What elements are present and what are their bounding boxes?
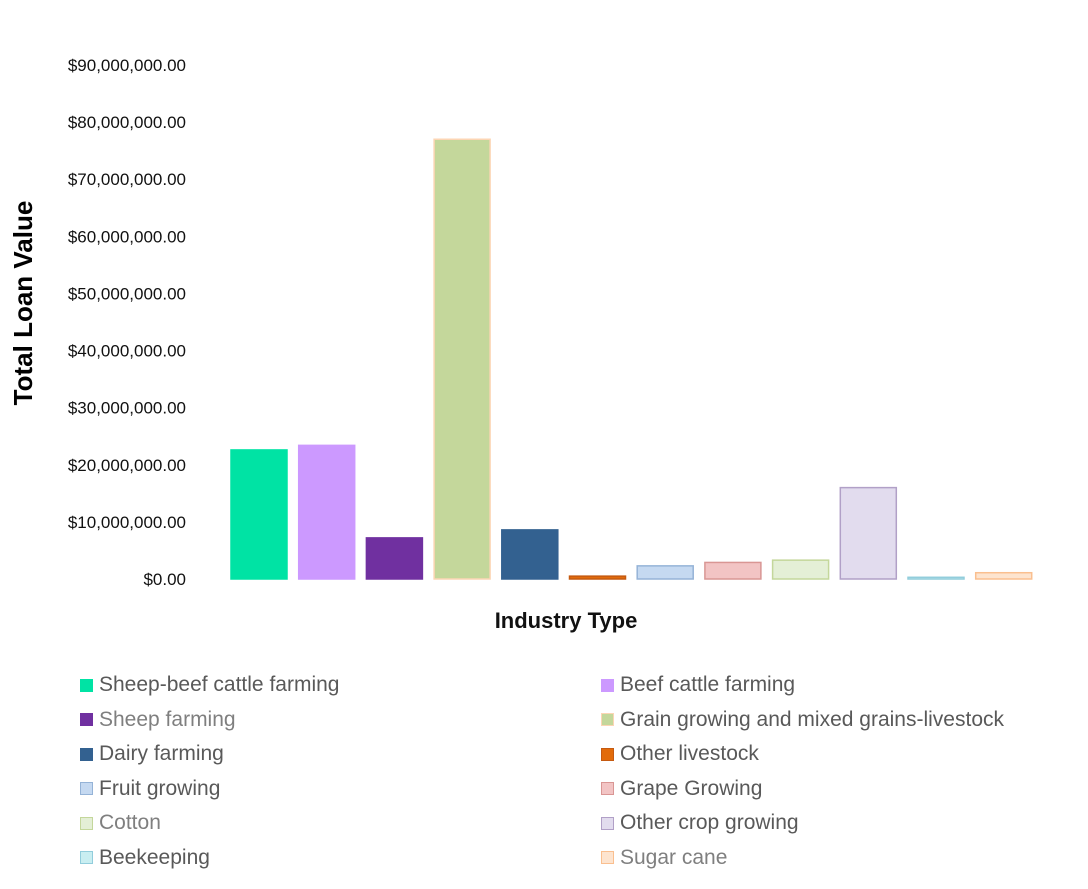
bar-sheep-farming xyxy=(365,537,424,580)
bar-other-livestock xyxy=(568,575,627,580)
legend-item: Cotton xyxy=(80,806,161,840)
legend-label: Fruit growing xyxy=(99,776,221,800)
legend-swatch xyxy=(601,747,614,761)
bar-beekeeping xyxy=(907,576,965,580)
bar-other-crop-growing xyxy=(839,486,898,580)
legend-swatch xyxy=(80,851,93,864)
legend-label: Sheep farming xyxy=(99,707,236,731)
legend-label: Grape Growing xyxy=(620,776,763,800)
legend-item: Dairy farming xyxy=(80,737,224,771)
y-axis-title: Total Loan Value xyxy=(8,201,38,406)
bar-grain-growing-and-mixed-grains-livestock xyxy=(433,138,491,580)
bar-beef-cattle-farming xyxy=(297,444,356,580)
legend-label: Other livestock xyxy=(620,742,759,765)
legend-label: Sheep-beef cattle farming xyxy=(99,673,340,696)
y-tick-label: $0.00 xyxy=(143,570,186,589)
bar-fruit-growing xyxy=(636,565,694,580)
legend-item: Grain growing and mixed grains-livestock xyxy=(601,703,1004,737)
bar-grape-growing xyxy=(704,561,762,580)
y-tick-label: $80,000,000.00 xyxy=(68,113,186,132)
bar-sugar-cane xyxy=(974,571,1033,580)
legend-swatch xyxy=(601,713,614,726)
legend-swatch xyxy=(80,678,93,692)
y-tick-label: $10,000,000.00 xyxy=(68,513,186,532)
legend-label: Beekeeping xyxy=(99,845,210,869)
legend-label: Cotton xyxy=(99,811,161,834)
legend-swatch xyxy=(601,816,614,830)
y-tick-label: $70,000,000.00 xyxy=(68,170,186,189)
legend-item: Sheep-beef cattle farming xyxy=(80,668,339,702)
legend-item: Sugar cane xyxy=(601,841,727,875)
bar-dairy-farming xyxy=(501,529,559,580)
legend-item: Sheep farming xyxy=(80,703,236,737)
legend-item: Fruit growing xyxy=(80,772,220,806)
legend-swatch xyxy=(80,816,93,830)
legend-label: Sugar cane xyxy=(620,845,728,869)
legend-item: Grape Growing xyxy=(601,772,762,806)
legend-swatch xyxy=(80,747,93,761)
y-tick-label: $40,000,000.00 xyxy=(68,342,186,361)
y-tick-label: $50,000,000.00 xyxy=(68,284,186,303)
y-axis-tick-labels: $0.00 $10,000,000.00 $20,000,000.00 $30,000… xyxy=(68,56,186,589)
y-tick-label: $60,000,000.00 xyxy=(68,227,186,246)
y-tick-label: $20,000,000.00 xyxy=(68,456,186,475)
legend-label: Other crop growing xyxy=(620,811,799,834)
legend-swatch xyxy=(80,713,93,726)
legend-swatch xyxy=(80,782,93,795)
bar-cotton xyxy=(771,559,830,580)
legend-swatch xyxy=(601,782,614,795)
bar-sheep-beef-cattle-farming xyxy=(230,449,288,580)
bars-group xyxy=(230,138,1033,580)
legend-label: Beef cattle farming xyxy=(620,673,796,696)
legend-item: Other livestock xyxy=(601,737,759,771)
legend-swatch xyxy=(601,678,614,692)
legend-swatch xyxy=(601,851,614,864)
legend-label: Grain growing and mixed grains-livestock xyxy=(620,707,1004,731)
y-tick-label: $90,000,000.00 xyxy=(68,56,186,75)
x-axis-title: Industry Type xyxy=(495,608,638,633)
legend-item: Other crop growing xyxy=(601,806,799,840)
legend-label: Dairy farming xyxy=(99,742,224,765)
legend-item: Beef cattle farming xyxy=(601,668,795,702)
legend-item: Beekeeping xyxy=(80,841,210,875)
y-tick-label: $30,000,000.00 xyxy=(68,399,186,418)
